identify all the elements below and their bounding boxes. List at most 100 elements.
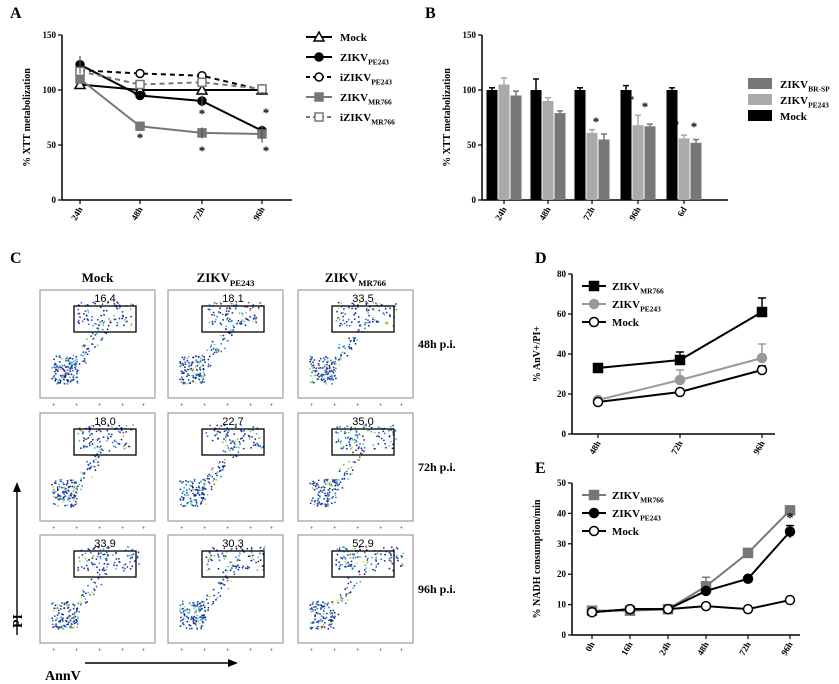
flow-event [213,314,216,317]
flow-event [259,302,261,304]
flow-event [241,312,244,314]
flow-event [351,302,354,305]
flow-event [57,495,59,498]
flow-event [195,609,197,611]
flow-event [195,359,198,361]
flow-event [57,497,59,499]
flow-event [126,566,129,568]
x-tick-label: 0h [583,640,596,653]
flow-event [232,329,235,331]
x-tick-label: 24h [493,205,509,222]
flow-event [63,607,66,609]
flow-event [195,611,198,614]
flow-event [54,482,57,485]
flow-event [353,340,355,342]
flow-event [217,350,220,353]
flow-event [237,568,240,571]
flow-event [90,578,93,581]
flow-event [56,382,59,385]
flow-event [107,437,109,440]
flow-event [394,429,397,432]
flow-event [217,553,220,556]
flow-event [339,324,341,327]
annv-axis-label: AnnV [45,669,81,684]
flow-event [93,447,96,449]
flow-event [98,437,100,440]
flow-event [213,343,216,346]
flow-event [60,486,63,489]
flow-event [187,501,190,504]
flow-event [63,483,65,486]
flow-event [209,552,212,555]
flow-event [336,310,338,313]
flow-event [328,481,331,484]
flow-event [204,610,207,612]
axis-tick-mark: + [121,526,125,532]
flow-event [358,324,361,327]
flow-event [89,594,91,596]
flow-event [340,599,342,602]
flow-event [96,327,99,330]
flow-event [312,369,315,372]
flow-event [312,487,314,490]
flow-event [339,322,342,325]
flow-event [113,318,116,321]
flow-event [328,623,331,626]
flow-event [245,312,248,314]
flow-event [235,567,237,569]
flow-event [313,482,315,484]
flow-event [231,564,234,567]
flow-event [309,360,312,363]
flow-event [346,324,348,327]
flow-event [82,431,84,433]
flow-event [319,375,322,377]
flow-event [314,618,316,621]
flow-event [334,615,337,618]
gate-percent: 22,7 [222,416,243,428]
flow-event [56,486,59,489]
flow-event [388,559,391,562]
flow-event [356,436,359,439]
flow-event [94,334,97,336]
flow-event [98,456,100,458]
flow-event [80,301,83,304]
flow-event [362,443,365,446]
flow-event [94,322,96,325]
flow-event [327,619,330,622]
flow-event [331,619,334,622]
flow-event [216,351,218,354]
y-tick-label: 50 [557,478,567,488]
flow-event [95,332,98,335]
y-tick-label: 50 [47,140,57,150]
axis-tick-mark: + [142,648,146,654]
flow-event [331,612,334,615]
flow-event [118,561,121,564]
flow-event [364,554,367,557]
flow-event [91,563,94,566]
flow-event [99,557,102,560]
flow-event [89,434,91,437]
flow-event [335,377,337,380]
flow-event [216,596,219,599]
flow-event [109,435,112,438]
flow-event [60,374,62,377]
flow-event [220,323,223,326]
flow-event [130,315,133,318]
flow-event [309,608,312,611]
flow-event [238,566,241,569]
flow-event [350,563,353,566]
flow-event [79,600,81,603]
flow-event [242,565,245,567]
flow-event [56,625,58,628]
flow-event [317,601,319,603]
flow-event [319,367,322,369]
flow-event [67,616,70,618]
flow-event [329,378,331,381]
flow-event [116,324,118,327]
flow-event [77,569,80,571]
flow-event [209,424,212,427]
flow-event [102,309,105,312]
flow-event [235,446,238,449]
flow-event [182,480,185,483]
